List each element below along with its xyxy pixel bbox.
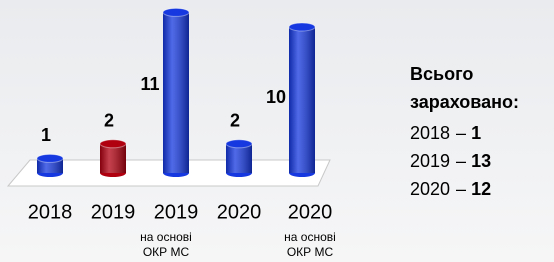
summary-title: зараховано: (410, 92, 519, 112)
bar-top (163, 8, 189, 16)
x-tick-note: ОКР МС (287, 245, 334, 259)
value-label: 2 (230, 111, 240, 131)
page: 1201822019112019на основіОКР МС220201020… (0, 0, 554, 262)
summary-year: 2020 (410, 179, 450, 199)
bar-shade (163, 12, 189, 173)
value-label: 2 (104, 111, 114, 131)
summary-separator: – (456, 123, 466, 143)
x-tick-label: 2020 (288, 201, 333, 223)
bar-shade (289, 27, 315, 173)
summary-separator: – (456, 179, 466, 199)
x-tick-label: 2020 (217, 201, 262, 223)
summary-year: 2018 (410, 123, 450, 143)
x-tick-label: 2019 (154, 201, 199, 223)
summary-value: 1 (471, 123, 481, 143)
x-tick-note: на основі (140, 230, 192, 244)
summary-row: 2018–1 (410, 123, 481, 143)
value-label: 1 (41, 125, 51, 145)
chart: 1201822019112019на основіОКР МС220201020… (0, 0, 554, 262)
bar-top (289, 23, 315, 31)
value-label: 11 (140, 74, 159, 94)
summary-title: Всього (410, 64, 473, 84)
x-tick-label: 2018 (28, 201, 73, 223)
summary-separator: – (456, 151, 466, 171)
summary-value: 12 (471, 179, 491, 199)
bar-top (37, 154, 63, 162)
bar-top (100, 140, 126, 148)
bar-top (226, 140, 252, 148)
x-tick-note: ОКР МС (143, 245, 190, 259)
x-tick-note: на основі (284, 230, 336, 244)
x-tick-label: 2019 (91, 201, 136, 223)
summary-year: 2019 (410, 151, 450, 171)
summary-value: 13 (471, 151, 491, 171)
value-label: 10 (266, 87, 286, 107)
